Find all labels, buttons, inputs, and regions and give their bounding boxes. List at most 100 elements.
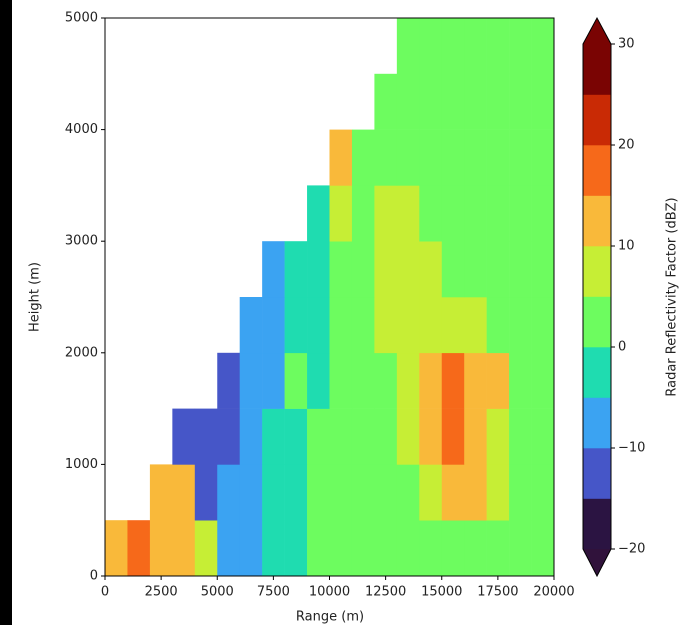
cell xyxy=(531,241,555,298)
cell xyxy=(239,464,263,521)
colorbar-tick-label: −10 xyxy=(618,441,645,456)
colorbar-bin xyxy=(583,44,611,95)
cell xyxy=(351,464,375,521)
cell xyxy=(307,241,330,298)
cell xyxy=(396,241,420,298)
cell xyxy=(419,73,443,130)
cell xyxy=(441,297,465,354)
cell xyxy=(441,408,465,465)
cell xyxy=(329,241,353,298)
cell xyxy=(531,520,555,577)
y-tick-label: 4000 xyxy=(65,122,98,137)
cell xyxy=(486,297,510,354)
cell xyxy=(441,464,465,521)
cell xyxy=(374,520,398,577)
x-axis-label: Range (m) xyxy=(296,610,364,625)
cell xyxy=(307,297,330,354)
cell xyxy=(329,520,353,577)
cell xyxy=(486,241,510,298)
colorbar-bin xyxy=(583,195,611,247)
cell xyxy=(486,352,510,409)
cell xyxy=(374,297,398,354)
y-tick-label: 2000 xyxy=(65,345,98,360)
cell xyxy=(464,297,487,354)
cell xyxy=(531,464,555,521)
cell xyxy=(441,18,465,75)
x-tick-label: 12500 xyxy=(365,585,406,600)
cell xyxy=(441,185,465,242)
cell xyxy=(419,464,443,521)
cell xyxy=(284,408,308,465)
cell xyxy=(464,352,487,409)
cell xyxy=(262,520,285,577)
colorbar-tick-label: 20 xyxy=(618,138,635,153)
cell xyxy=(509,18,532,75)
cell xyxy=(441,241,465,298)
cell xyxy=(419,408,443,465)
cell xyxy=(307,408,330,465)
cell xyxy=(307,520,330,577)
cell xyxy=(239,520,263,577)
cell xyxy=(329,464,353,521)
cell xyxy=(351,352,375,409)
cell xyxy=(419,18,443,75)
cell xyxy=(531,185,555,242)
colorbar-label: Radar Reflectivity Factor (dBZ) xyxy=(665,197,680,396)
cell xyxy=(351,129,375,186)
cell xyxy=(396,185,420,242)
colorbar-bin xyxy=(583,145,611,196)
cell xyxy=(374,241,398,298)
cell xyxy=(262,352,285,409)
cell xyxy=(509,241,532,298)
cell xyxy=(262,408,285,465)
cell xyxy=(217,464,240,521)
cell xyxy=(374,352,398,409)
cell xyxy=(329,408,353,465)
x-tick-label: 17500 xyxy=(477,585,518,600)
cell xyxy=(419,297,443,354)
colorbar-tick-label: −20 xyxy=(618,542,645,557)
cell xyxy=(351,241,375,298)
colorbar-tick-label: 10 xyxy=(618,239,635,254)
cell xyxy=(262,464,285,521)
cell xyxy=(441,129,465,186)
cell xyxy=(486,129,510,186)
cell xyxy=(419,185,443,242)
cell xyxy=(531,297,555,354)
colorbar-under xyxy=(583,549,611,576)
cell xyxy=(396,18,420,75)
y-axis-label: Height (m) xyxy=(28,262,43,332)
cell xyxy=(464,464,487,521)
cell xyxy=(531,352,555,409)
cell xyxy=(464,73,487,130)
y-tick-label: 3000 xyxy=(65,234,98,249)
cell xyxy=(284,241,308,298)
cell xyxy=(464,129,487,186)
cell xyxy=(194,464,218,521)
cell xyxy=(374,73,398,130)
x-tick-label: 0 xyxy=(101,585,109,600)
cell xyxy=(284,520,308,577)
cell xyxy=(486,464,510,521)
cell xyxy=(419,520,443,577)
cell xyxy=(351,408,375,465)
cell xyxy=(194,520,218,577)
cell xyxy=(396,464,420,521)
cell xyxy=(127,520,151,577)
cell xyxy=(374,408,398,465)
cell xyxy=(464,185,487,242)
cell xyxy=(531,73,555,130)
y-tick-label: 0 xyxy=(90,569,98,584)
cell xyxy=(396,352,420,409)
cell xyxy=(486,18,510,75)
x-tick-label: 10000 xyxy=(309,585,350,600)
cell xyxy=(374,464,398,521)
cell xyxy=(509,520,532,577)
cell xyxy=(329,297,353,354)
cell xyxy=(217,408,240,465)
cell xyxy=(486,185,510,242)
cell xyxy=(531,129,555,186)
cell xyxy=(509,297,532,354)
x-tick-label: 20000 xyxy=(533,585,574,600)
